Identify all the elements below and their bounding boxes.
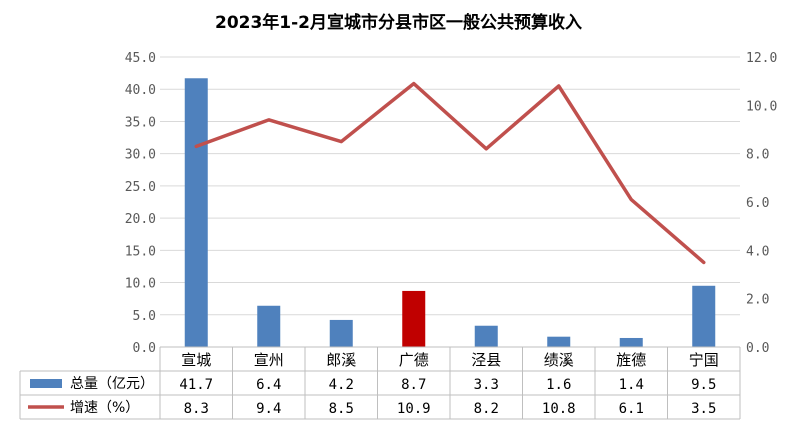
- bar-value-label: 9.5: [691, 377, 716, 393]
- bar: [692, 285, 716, 347]
- legend-key-bar: [30, 379, 62, 388]
- y-left-tick-label: 45.0: [125, 51, 156, 66]
- bar-value-label: 4.2: [329, 377, 354, 393]
- y-right-tick-label: 10.0: [746, 99, 777, 114]
- bar: [257, 305, 281, 347]
- y-right-tick-label: 4.0: [746, 244, 769, 259]
- bar-value-label: 8.7: [401, 377, 426, 393]
- bar-value-label: 3.3: [474, 377, 499, 393]
- category-label: 旌德: [616, 351, 646, 369]
- y-right-tick-label: 8.0: [746, 148, 769, 163]
- bar-value-label: 6.4: [256, 377, 281, 393]
- bar-value-label: 1.4: [619, 377, 644, 393]
- chart-title: 2023年1-2月宣城市分县市区一般公共预算收入: [214, 13, 583, 33]
- bar: [402, 290, 426, 347]
- category-label: 宣城: [181, 351, 211, 369]
- y-right-tick-label: 6.0: [746, 196, 769, 211]
- y-right-tick-label: 0.0: [746, 341, 769, 356]
- y-left-tick-label: 30.0: [125, 148, 156, 163]
- y-right-tick-label: 12.0: [746, 51, 777, 66]
- line-value-label: 9.4: [256, 401, 281, 417]
- category-label: 广德: [399, 351, 429, 369]
- category-label: 宁国: [689, 351, 719, 369]
- y-left-tick-label: 0.0: [133, 341, 156, 356]
- category-label: 泾县: [471, 351, 501, 369]
- line-value-label: 10.9: [397, 401, 431, 417]
- growth-line: [194, 81, 706, 265]
- line-value-label: 8.5: [329, 401, 354, 417]
- y-left-tick-label: 40.0: [125, 83, 156, 98]
- y-left-tick-label: 5.0: [133, 309, 156, 324]
- y-left-tick-label: 35.0: [125, 115, 156, 130]
- line-value-label: 6.1: [619, 401, 644, 417]
- category-label: 绩溪: [544, 351, 574, 369]
- y-left-tick-label: 25.0: [125, 180, 156, 195]
- bar-value-label: 1.6: [546, 377, 571, 393]
- bar-value-label: 41.7: [179, 377, 213, 393]
- line-value-label: 8.2: [474, 401, 499, 417]
- y-right-tick-label: 2.0: [746, 293, 769, 308]
- line-value-label: 3.5: [691, 401, 716, 417]
- bar: [474, 325, 498, 347]
- y-left-tick-label: 10.0: [125, 277, 156, 292]
- y-left-tick-label: 15.0: [125, 244, 156, 259]
- bar: [329, 319, 353, 347]
- legend-label-line: 增速（%）: [70, 400, 139, 416]
- bar: [184, 78, 208, 348]
- bar: [619, 337, 643, 347]
- bar: [547, 336, 571, 347]
- line-value-label: 10.8: [542, 401, 576, 417]
- category-label: 郎溪: [326, 351, 356, 369]
- legend-label-bar: 总量（亿元）: [70, 376, 154, 392]
- y-left-tick-label: 20.0: [125, 212, 156, 227]
- category-label: 宣州: [254, 351, 284, 369]
- line-value-label: 8.3: [184, 401, 209, 417]
